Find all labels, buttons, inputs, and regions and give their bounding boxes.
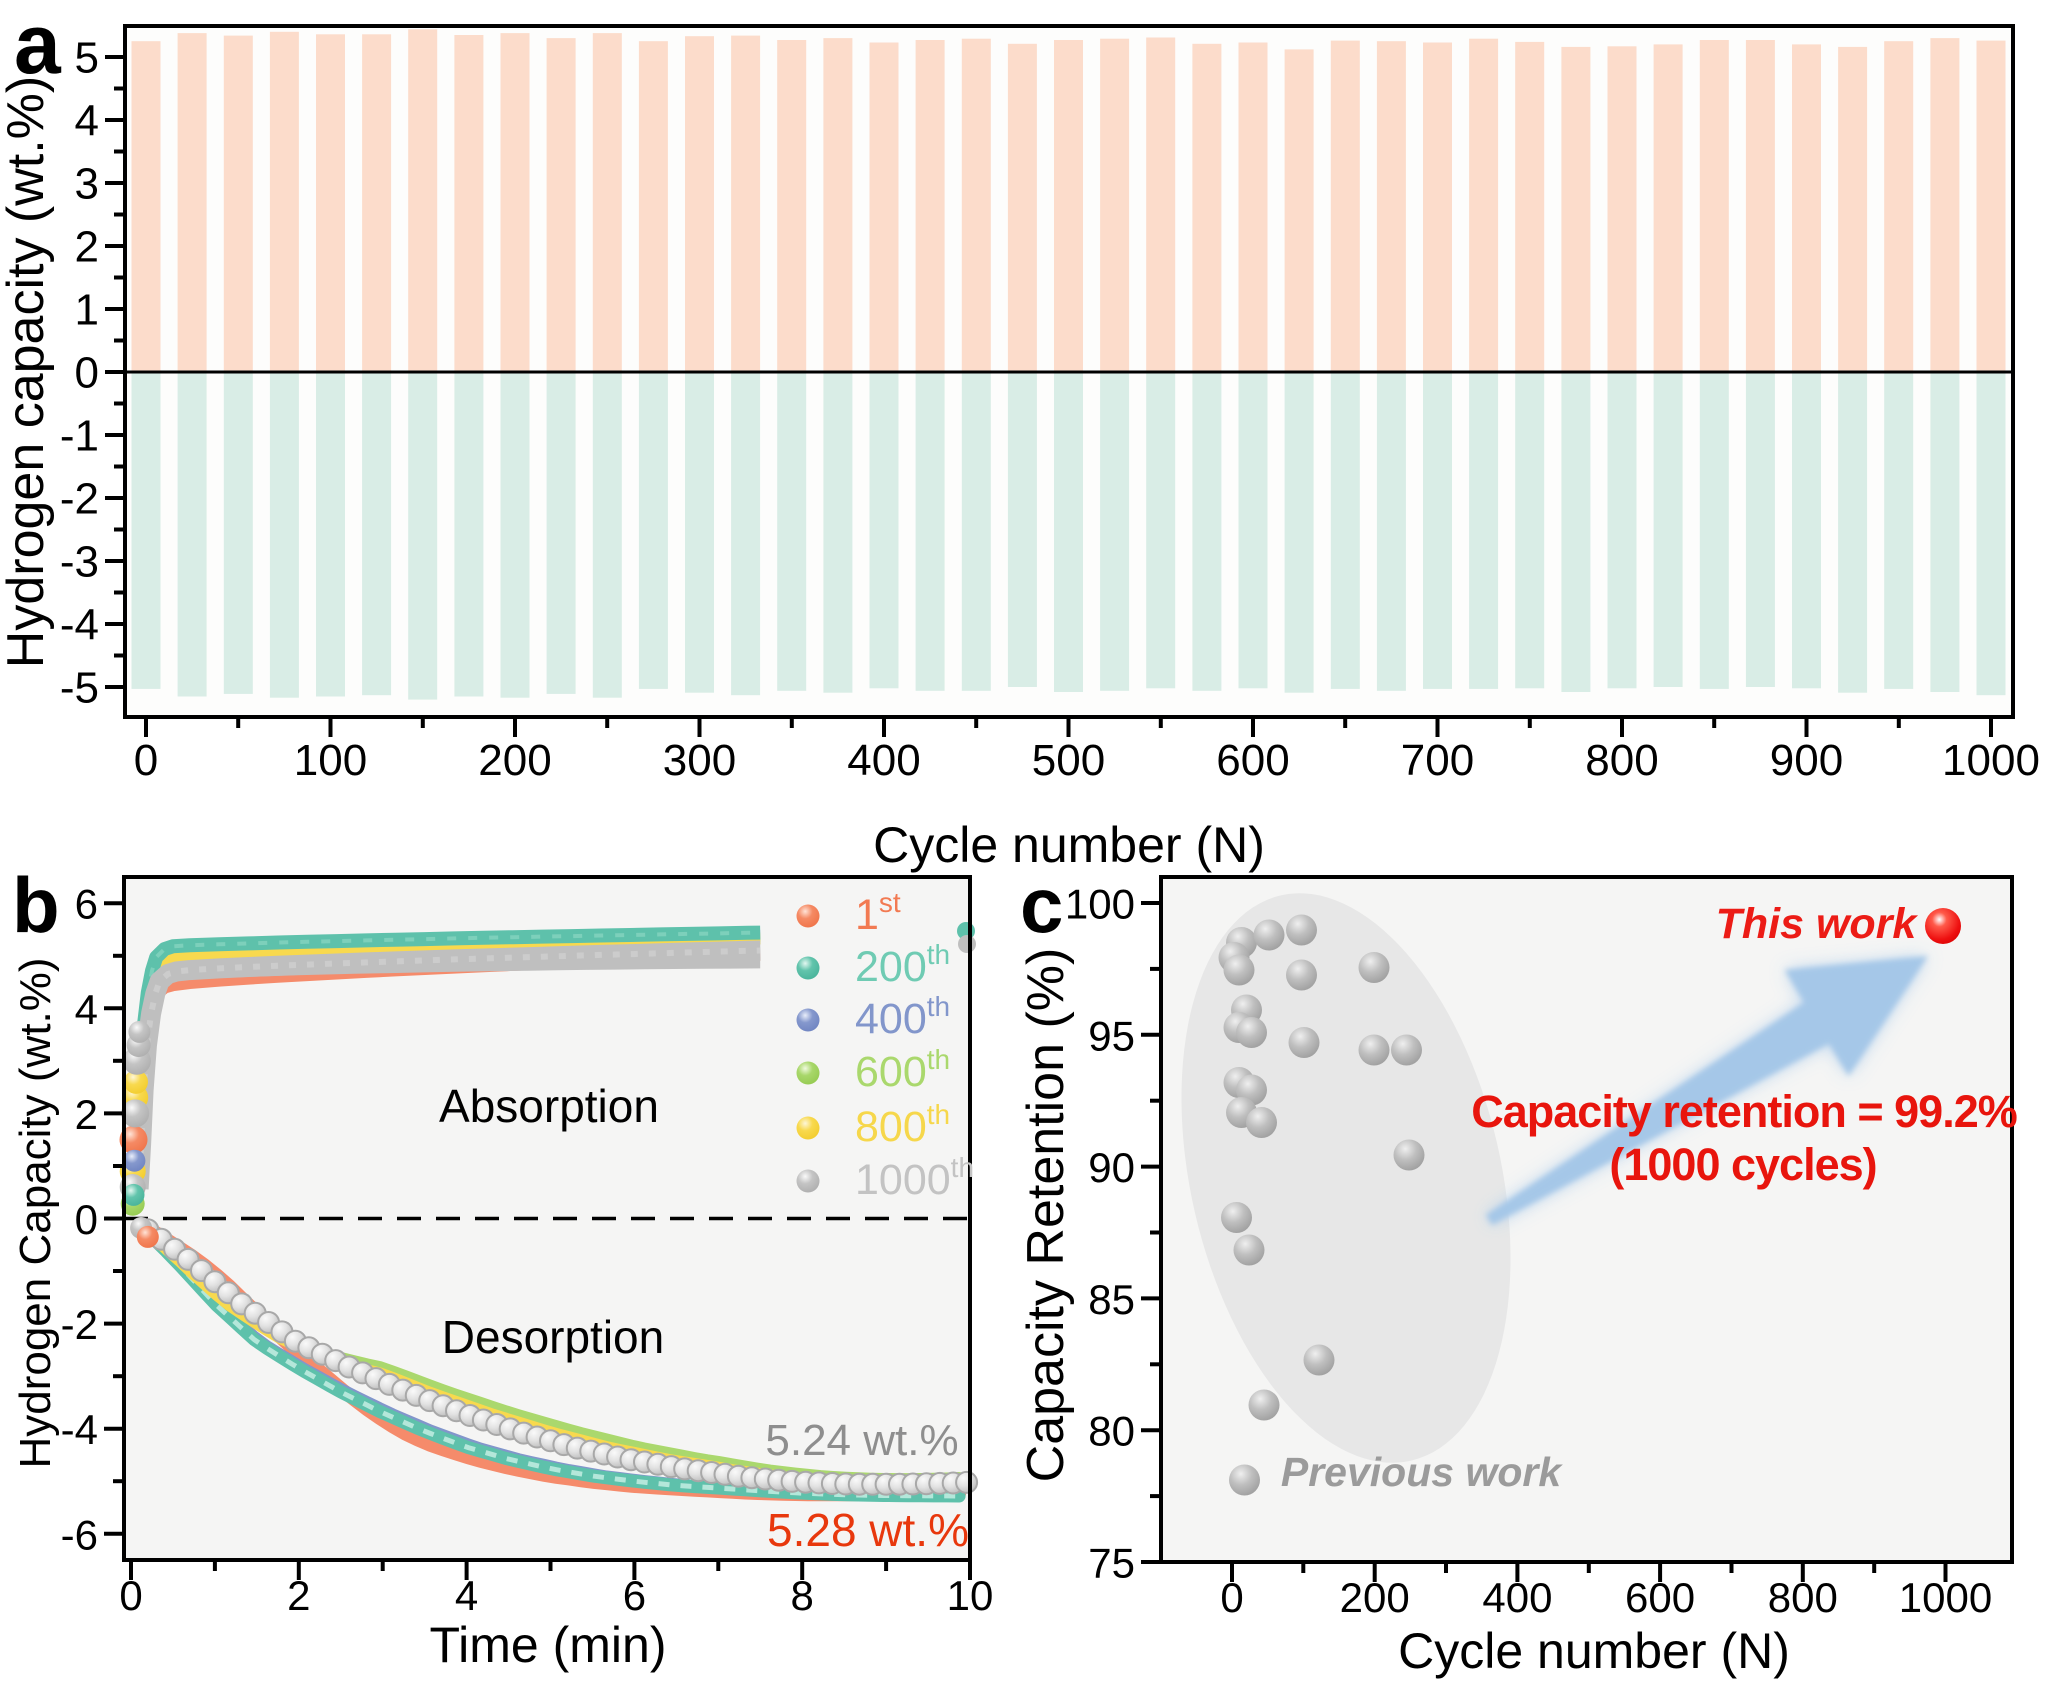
svg-text:1: 1 <box>75 286 99 335</box>
svg-text:2: 2 <box>75 223 99 272</box>
svg-text:a: a <box>14 0 62 91</box>
svg-text:Time (min): Time (min) <box>429 1617 666 1673</box>
svg-text:400: 400 <box>847 736 920 785</box>
svg-text:3: 3 <box>75 160 99 209</box>
svg-text:5.24 wt.%: 5.24 wt.% <box>765 1416 958 1465</box>
svg-text:6: 6 <box>75 881 98 928</box>
svg-text:-3: -3 <box>60 538 99 587</box>
svg-text:2: 2 <box>287 1572 310 1619</box>
svg-text:0: 0 <box>134 736 158 785</box>
svg-text:Previous work: Previous work <box>1281 1449 1563 1495</box>
svg-text:-6: -6 <box>61 1511 98 1558</box>
svg-text:100: 100 <box>294 736 367 785</box>
svg-text:6: 6 <box>623 1572 646 1619</box>
svg-text:600th: 600th <box>855 1044 950 1096</box>
svg-text:800: 800 <box>1585 736 1658 785</box>
svg-text:-2: -2 <box>61 1301 98 1348</box>
svg-text:200: 200 <box>478 736 551 785</box>
svg-text:200: 200 <box>1340 1574 1410 1621</box>
svg-text:Cycle number (N): Cycle number (N) <box>1398 1623 1790 1679</box>
svg-text:-4: -4 <box>60 601 99 650</box>
svg-text:500: 500 <box>1032 736 1105 785</box>
svg-text:0: 0 <box>75 1196 98 1243</box>
svg-text:-2: -2 <box>60 475 99 524</box>
svg-text:c: c <box>1020 861 1063 949</box>
svg-text:900: 900 <box>1770 736 1843 785</box>
svg-text:400: 400 <box>1482 1574 1552 1621</box>
svg-text:4: 4 <box>75 986 98 1033</box>
svg-text:0: 0 <box>119 1572 142 1619</box>
svg-text:8: 8 <box>791 1572 814 1619</box>
svg-text:Absorption: Absorption <box>439 1080 659 1132</box>
svg-text:4: 4 <box>455 1572 478 1619</box>
svg-text:5: 5 <box>75 34 99 83</box>
svg-text:80: 80 <box>1088 1408 1135 1455</box>
svg-text:700: 700 <box>1401 736 1474 785</box>
svg-text:This work: This work <box>1716 900 1919 948</box>
svg-text:10: 10 <box>947 1572 994 1619</box>
svg-text:75: 75 <box>1088 1540 1135 1587</box>
svg-text:5.28 wt.%: 5.28 wt.% <box>767 1504 969 1556</box>
svg-text:0: 0 <box>75 349 99 398</box>
svg-text:4: 4 <box>75 97 99 146</box>
svg-text:b: b <box>12 861 60 949</box>
svg-text:Hydrogen Capacity (wt.%): Hydrogen Capacity (wt.%) <box>11 957 60 1468</box>
svg-text:Capacity Retention (%): Capacity Retention (%) <box>1017 948 1075 1483</box>
svg-text:-5: -5 <box>60 664 99 713</box>
svg-text:Cycle number (N): Cycle number (N) <box>873 817 1265 873</box>
svg-text:85: 85 <box>1088 1276 1135 1323</box>
svg-text:Capacity retention = 99.2%: Capacity retention = 99.2% <box>1471 1086 2016 1137</box>
svg-text:2: 2 <box>75 1091 98 1138</box>
svg-text:800: 800 <box>1768 1574 1838 1621</box>
svg-text:0: 0 <box>1220 1574 1243 1621</box>
svg-text:600: 600 <box>1216 736 1289 785</box>
svg-text:Desorption: Desorption <box>442 1311 664 1363</box>
svg-text:-1: -1 <box>60 412 99 461</box>
svg-text:(1000 cycles): (1000 cycles) <box>1609 1139 1876 1190</box>
svg-text:1000: 1000 <box>1899 1574 1992 1621</box>
svg-text:Hydrogen capacity (wt.%): Hydrogen capacity (wt.%) <box>0 76 55 668</box>
svg-text:-4: -4 <box>61 1406 98 1453</box>
svg-text:300: 300 <box>663 736 736 785</box>
svg-text:1000: 1000 <box>1942 736 2040 785</box>
svg-text:100: 100 <box>1065 881 1135 928</box>
svg-text:95: 95 <box>1088 1012 1135 1059</box>
svg-text:90: 90 <box>1088 1144 1135 1191</box>
svg-text:600: 600 <box>1625 1574 1695 1621</box>
